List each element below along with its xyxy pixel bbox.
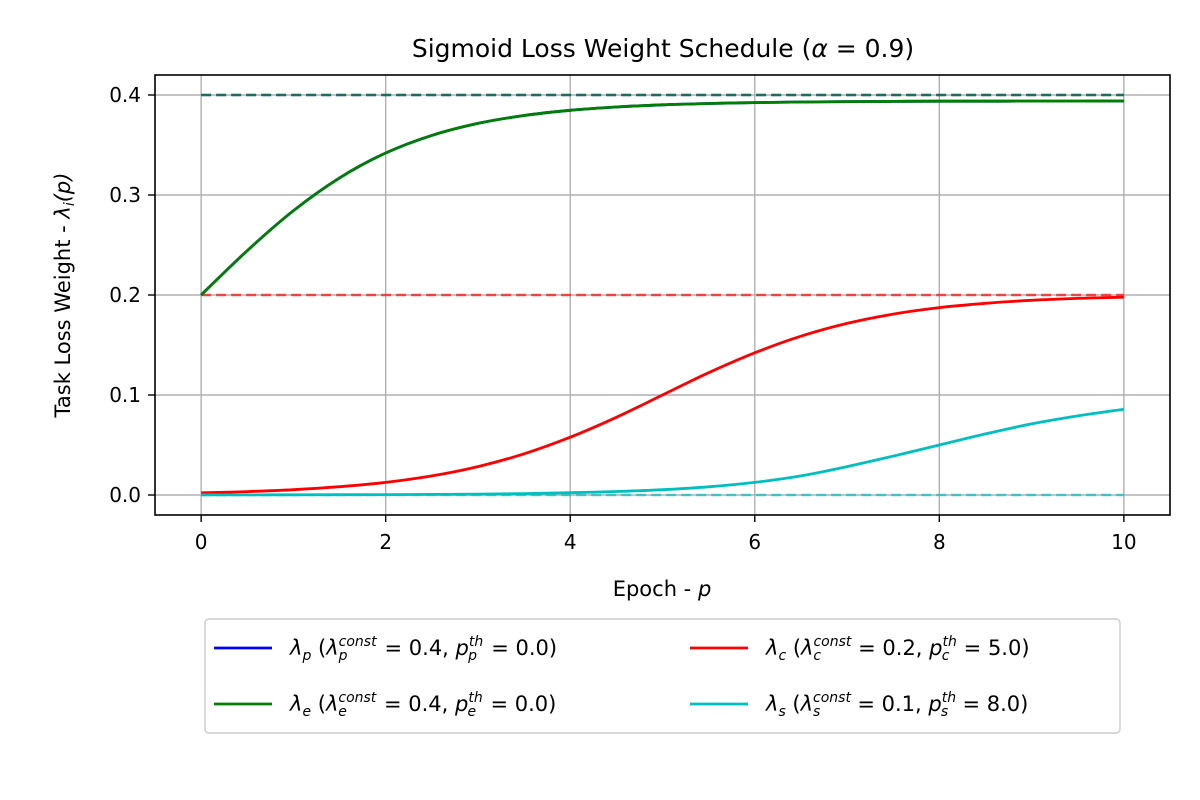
x-axis-ticks: 0 2 4 6 8 10 [195,515,1137,554]
series-line-e [200,99,1124,297]
y-tick-label: 0.0 [109,483,141,507]
series-line-s [201,407,1125,497]
y-axis-label: Task Loss Weight - λi(p) [51,173,78,419]
legend-item-c: λc (λconst c = 0.2, pth c = 5.0) [690,634,1030,664]
y-tick-label: 0.3 [109,183,141,207]
x-tick-label: 0 [195,530,208,554]
legend-label-e: λe (λconst e = 0.4, pth e = 0.0) [289,690,556,720]
x-tick-label: 10 [1111,530,1136,554]
legend-item-s: λs (λconst s = 0.1, pth s = 8.0) [690,690,1028,720]
legend-item-p: λp (λconst p = 0.4, pth p = 0.0) [214,634,557,664]
series-lines [200,99,1125,497]
legend-box [204,618,1121,734]
y-axis-ticks: 0.0 0.1 0.2 0.3 0.4 [109,83,155,507]
legend-item-e: λe (λconst e = 0.4, pth e = 0.0) [214,690,556,720]
legend-label-p: λp (λconst p = 0.4, pth p = 0.0) [289,634,557,664]
x-tick-label: 4 [564,530,577,554]
y-tick-label: 0.1 [109,383,141,407]
chart-title: Sigmoid Loss Weight Schedule (α = 0.9) [412,34,914,63]
legend-label-s: λs (λconst s = 0.1, pth s = 8.0) [765,690,1028,720]
x-tick-label: 2 [379,530,392,554]
y-tick-label: 0.2 [109,283,141,307]
x-tick-label: 8 [933,530,946,554]
legend-label-c: λc (λconst c = 0.2, pth c = 5.0) [765,634,1030,664]
x-tick-label: 6 [748,530,761,554]
x-axis-label: Epoch - p [613,577,712,601]
y-tick-label: 0.4 [109,83,141,107]
series-line-c [201,295,1124,495]
legend: λp (λconst p = 0.4, pth p = 0.0) λe (λconst… [204,618,1121,734]
